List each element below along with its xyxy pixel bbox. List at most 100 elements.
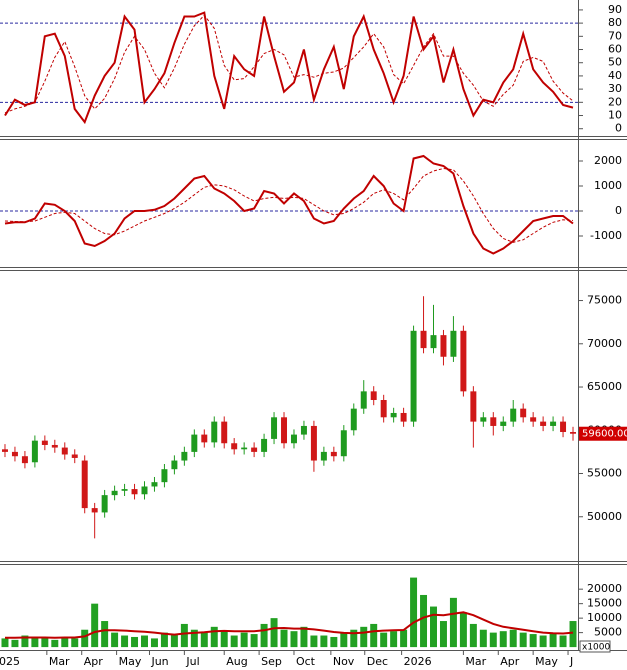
volume-bar xyxy=(350,629,358,648)
volume-bar xyxy=(280,629,288,648)
candle-body xyxy=(550,421,557,426)
volume-bar xyxy=(220,631,228,648)
y-tick-label: -1000 xyxy=(590,229,622,242)
candle-body xyxy=(420,330,427,349)
y-tick-label: 10 xyxy=(608,109,622,122)
y-tick-label: 5000 xyxy=(594,626,622,639)
volume-bar xyxy=(91,603,99,648)
volume-bar xyxy=(380,632,388,648)
volume-bar xyxy=(121,635,129,648)
candle-body xyxy=(11,451,18,457)
volume-bar xyxy=(21,635,29,648)
candle-body xyxy=(350,408,357,431)
candle-body xyxy=(480,417,487,422)
candle-body xyxy=(490,417,497,426)
volume-bar xyxy=(430,606,437,648)
x-tick-label: Dec xyxy=(367,655,388,668)
volume-bar xyxy=(300,626,308,648)
volume-bar xyxy=(549,632,557,648)
volume-bar xyxy=(400,629,408,648)
candle-body xyxy=(181,451,188,461)
candle-body xyxy=(171,460,178,470)
volume-bar xyxy=(489,632,497,648)
y-tick-label: 0 xyxy=(615,122,622,135)
volume-bar xyxy=(230,635,238,648)
candle-body xyxy=(320,451,327,461)
x-tick-label: May xyxy=(535,655,558,668)
volume-bar xyxy=(11,639,19,648)
candle-body xyxy=(530,417,537,422)
x-tick-label: J xyxy=(569,655,573,668)
candle-body xyxy=(101,495,108,513)
volume-bar xyxy=(390,631,398,648)
y-tick-label: 0 xyxy=(615,204,622,217)
candle-body xyxy=(161,469,168,483)
candle-body xyxy=(460,330,467,392)
volume-bar xyxy=(71,638,79,648)
x-tick-label: Jul xyxy=(185,655,199,668)
candle-body xyxy=(141,486,148,495)
last-price-label: 59600.00 xyxy=(582,429,627,440)
y-tick-label: 50 xyxy=(608,56,622,69)
x-tick-label: Nov xyxy=(333,655,355,668)
candle-body xyxy=(131,489,138,495)
x-tick-label: 2026 xyxy=(404,655,432,668)
y-tick-label: 55000 xyxy=(587,467,622,480)
x-tick-label: Apr xyxy=(84,655,104,668)
y-tick-label: 60 xyxy=(608,43,622,56)
candle-body xyxy=(91,508,98,513)
volume-ma-line xyxy=(5,611,574,639)
x-tick-label: May xyxy=(119,655,142,668)
volume-bar xyxy=(559,635,567,648)
candle-body xyxy=(241,447,248,450)
candle-body xyxy=(430,335,437,349)
volume-bar xyxy=(499,631,507,648)
unit-box xyxy=(579,640,611,653)
y-tick-label: 80 xyxy=(608,16,622,29)
volume-bar xyxy=(270,618,278,648)
candle-body xyxy=(231,443,238,450)
x-tick-label: Apr xyxy=(500,655,520,668)
candle-body xyxy=(520,408,527,418)
candle-body xyxy=(211,421,218,443)
signal-line xyxy=(4,14,574,114)
candle-body xyxy=(380,400,387,418)
y-tick-label: 15000 xyxy=(587,597,622,610)
volume-bar xyxy=(459,612,467,648)
volume-bar xyxy=(260,623,268,648)
candle-body xyxy=(290,434,297,444)
candle-body xyxy=(570,432,577,434)
candle-body xyxy=(560,421,567,432)
candle-body xyxy=(400,412,407,422)
candle-body xyxy=(370,391,377,400)
y-tick-label: 30 xyxy=(608,82,622,95)
indicator-line xyxy=(4,11,574,125)
volume-bar xyxy=(539,635,547,648)
volume-bar xyxy=(160,632,168,648)
y-tick-label: 20 xyxy=(608,95,622,108)
y-tick-label: 10000 xyxy=(587,611,622,624)
volume-bar xyxy=(131,636,139,648)
candle-body xyxy=(221,421,228,444)
candle-body xyxy=(121,489,128,491)
volume-bar xyxy=(141,635,148,648)
volume-bar xyxy=(190,629,198,648)
volume-bar xyxy=(210,626,218,648)
volume-bar xyxy=(469,623,477,648)
candle-body xyxy=(61,447,68,455)
y-tick-label: 20000 xyxy=(587,582,622,595)
indicator-line xyxy=(4,154,574,255)
last-price-box xyxy=(579,426,627,441)
y-tick-label: 70000 xyxy=(587,337,622,350)
volume-bar xyxy=(290,631,298,648)
volume-bar xyxy=(150,638,158,648)
volume-bar xyxy=(41,638,49,648)
candle-body xyxy=(111,490,118,496)
candle-body xyxy=(31,440,38,463)
candle-body xyxy=(500,421,507,426)
candle-body xyxy=(281,417,288,444)
candle-body xyxy=(201,434,208,443)
candle-body xyxy=(71,454,78,458)
volume-bar xyxy=(170,634,178,648)
